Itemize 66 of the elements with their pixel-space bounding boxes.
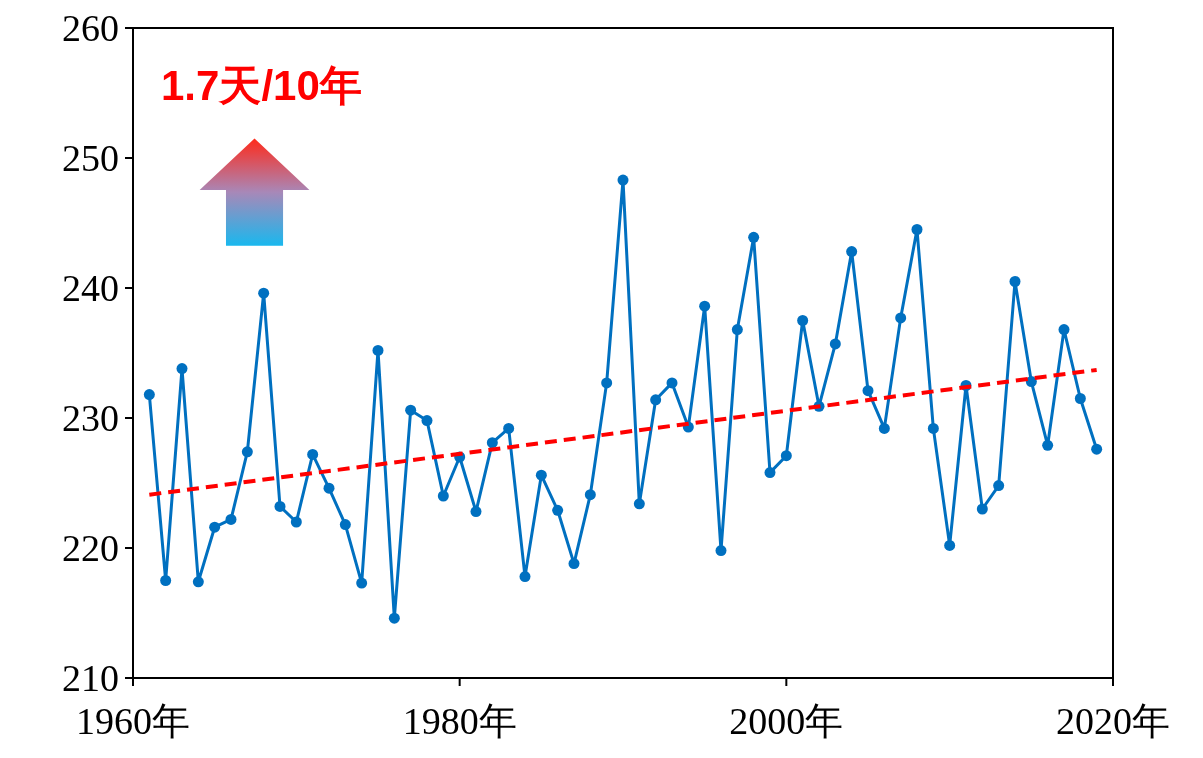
point — [976, 503, 988, 515]
point — [829, 338, 841, 350]
point — [650, 394, 662, 406]
point — [160, 575, 172, 586]
point — [748, 231, 760, 243]
point — [437, 490, 449, 502]
point — [323, 482, 335, 494]
point — [731, 324, 743, 336]
point — [617, 174, 629, 186]
point — [1042, 439, 1054, 451]
y-tick-label: 220 — [62, 527, 119, 569]
point — [486, 437, 498, 449]
point — [405, 404, 417, 416]
y-tick-label: 230 — [62, 397, 119, 439]
y-tick-label: 250 — [62, 137, 119, 179]
point — [388, 612, 400, 624]
point — [1091, 443, 1103, 455]
point — [258, 287, 270, 299]
point — [356, 577, 368, 589]
point — [927, 422, 939, 434]
point — [846, 246, 858, 258]
point — [601, 377, 613, 389]
point — [1074, 393, 1086, 404]
point — [862, 385, 874, 397]
point — [699, 300, 711, 312]
x-tick-label: 2020年 — [1056, 700, 1170, 742]
point — [552, 504, 564, 516]
point — [192, 576, 204, 588]
point — [535, 469, 547, 481]
point — [895, 312, 907, 324]
point — [568, 558, 580, 570]
point — [633, 498, 645, 510]
annotation: 1.7天/10年 — [161, 62, 362, 109]
point — [470, 506, 482, 518]
point — [241, 446, 253, 458]
point — [715, 545, 727, 557]
point — [143, 389, 155, 401]
point — [666, 377, 678, 389]
x-tick-label: 2000年 — [729, 700, 844, 742]
point — [584, 489, 596, 501]
point — [274, 500, 286, 512]
x-tick-label: 1960年 — [76, 700, 190, 742]
point — [372, 344, 384, 356]
point — [209, 521, 221, 533]
point — [339, 519, 351, 531]
point — [764, 467, 776, 479]
point — [797, 315, 809, 326]
y-tick-label: 210 — [62, 657, 119, 699]
point — [878, 422, 890, 434]
y-tick-label: 260 — [62, 7, 119, 49]
point — [290, 516, 302, 528]
point — [1009, 276, 1021, 287]
point — [944, 539, 956, 551]
point — [421, 415, 433, 427]
point — [1025, 376, 1037, 388]
point — [911, 224, 923, 235]
point — [993, 480, 1005, 492]
point — [780, 450, 792, 462]
point — [519, 571, 531, 583]
point — [176, 363, 188, 375]
point — [503, 422, 515, 434]
point — [307, 448, 319, 460]
y-tick-label: 240 — [62, 267, 119, 309]
point — [225, 513, 237, 525]
point — [1058, 324, 1070, 336]
x-tick-label: 1980年 — [402, 700, 517, 742]
